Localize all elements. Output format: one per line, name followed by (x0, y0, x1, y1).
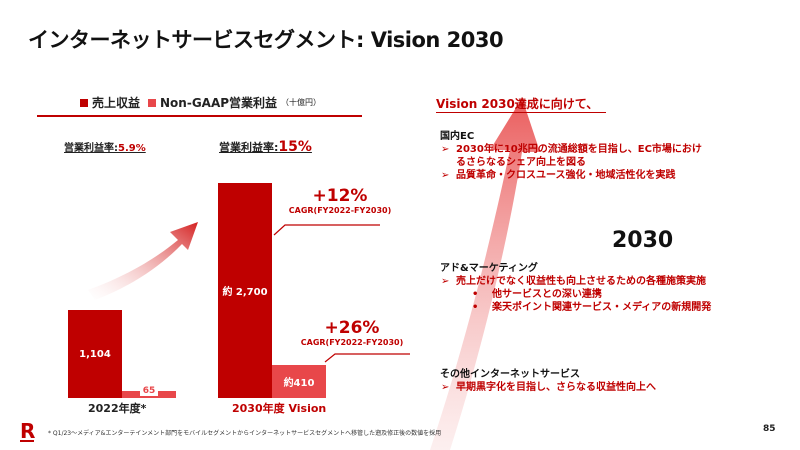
line-text: 2030年に10兆円の流通総額を目指し、EC市場におけ (456, 144, 702, 155)
section-line: • 楽天ポイント関連サービス・メディアの新規開発 (440, 301, 711, 314)
section-line: • 他サービスとの深い連携 (440, 288, 711, 301)
bar-op-1: 約410 (272, 365, 326, 398)
section-2: その他インターネットサービス ➢ 早期黒字化を目指し、さらなる収益性向上へ (440, 368, 656, 394)
cagr-label: CAGR(FY2022-FY2030) (300, 338, 404, 347)
x-label-2030: 2030年度 Vision (232, 402, 327, 415)
bar-label: 約 2,700 (222, 287, 268, 298)
bullet-icon: ➢ (441, 276, 450, 287)
legend-unit: （十億円） (281, 98, 322, 107)
section-line: ➢ 早期黒字化を目指し、さらなる収益性向上へ (440, 381, 656, 394)
right-heading: Vision 2030達成に向けて、 (436, 95, 607, 113)
margin-value: 15% (278, 139, 312, 155)
section-title: その他インターネットサービス (440, 369, 580, 380)
cagr-op: +26% CAGR(FY2022-FY2030) (292, 318, 412, 347)
margin-2030: 営業利益率:15% (219, 139, 312, 155)
x-label-2022: 2022年度* (88, 402, 147, 415)
margin-value: 5.9% (118, 143, 146, 154)
legend-op: Non-GAAP営業利益 (160, 96, 278, 110)
cagr-value: +12% (312, 186, 368, 206)
legend-swatch-revenue (80, 98, 88, 107)
legend-divider (37, 115, 362, 117)
page-number: 85 (763, 424, 776, 434)
section-line: ➢ 2030年に10兆円の流通総額を目指し、EC市場におけ (440, 143, 702, 156)
cagr-label: CAGR(FY2022-FY2030) (288, 206, 392, 215)
big-2030-label: 2030 (612, 228, 674, 253)
line-text: 売上だけでなく収益性も向上させるための各種施策実施 (456, 276, 706, 287)
legend-swatch-op (148, 98, 157, 107)
line-text: 楽天ポイント関連サービス・メディアの新規開発 (492, 302, 712, 313)
section-line: ➢ 売上だけでなく収益性も向上させるための各種施策実施 (440, 275, 711, 288)
footnote: * Q1/23～メディア&エンターテインメント部門をモバイルセグメントからインタ… (48, 430, 442, 437)
chart-legend: 売上収益 Non-GAAP営業利益 （十億円） (80, 94, 321, 111)
line-text: 早期黒字化を目指し、さらなる収益性向上へ (456, 382, 656, 393)
rakuten-logo: R (20, 419, 36, 443)
section-1: アド&マーケティング ➢ 売上だけでなく収益性も向上させるための各種施策実施 • 他サー… (440, 262, 711, 314)
section-title: 国内EC (440, 131, 475, 142)
bullet-icon: ➢ (441, 170, 450, 181)
line-text: るさらなるシェア向上を図る (456, 157, 586, 168)
section-line: ➢ 品質革命・クロスユース強化・地域活性化を実践 (440, 169, 702, 182)
bullet-icon: • (472, 302, 479, 313)
section-title: アド&マーケティング (440, 263, 538, 274)
section-0: 国内EC ➢ 2030年に10兆円の流通総額を目指し、EC市場におけ るさらなるシェア… (440, 130, 702, 182)
bar-label: 65 (139, 386, 159, 396)
bar-revenue-0: 1,104 (68, 310, 122, 398)
section-line: るさらなるシェア向上を図る (440, 156, 702, 169)
chart-growth-arrow (88, 222, 198, 300)
bullet-icon: ➢ (441, 382, 450, 393)
cagr-value: +26% (324, 318, 380, 338)
bullet-icon: • (472, 289, 479, 300)
margin-2022: 営業利益率:5.9% (64, 139, 146, 154)
margin-label: 営業利益率: (219, 141, 279, 154)
margin-label: 営業利益率: (64, 143, 118, 154)
bar-label: 約410 (283, 378, 315, 390)
bar-revenue-1: 約 2,700 (218, 183, 272, 398)
cagr-leader-lines (273, 224, 410, 363)
page-title: インターネットサービスセグメント: Vision 2030 (28, 28, 504, 52)
line-text: 品質革命・クロスユース強化・地域活性化を実践 (456, 170, 676, 181)
bar-op-0: 65 (122, 386, 176, 398)
cagr-revenue: +12% CAGR(FY2022-FY2030) (280, 186, 400, 215)
legend-revenue: 売上収益 (92, 96, 141, 110)
bullet-icon: ➢ (441, 144, 450, 155)
line-text: 他サービスとの深い連携 (492, 289, 602, 300)
bar-label: 1,104 (79, 348, 111, 360)
